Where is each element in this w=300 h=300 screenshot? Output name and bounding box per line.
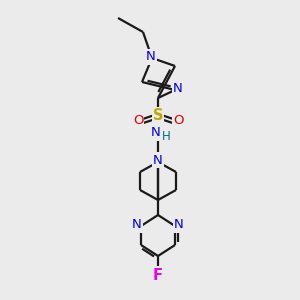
Text: N: N [173,82,183,95]
Text: N: N [146,50,156,64]
Text: S: S [153,109,163,124]
Text: N: N [174,218,184,232]
Text: H: H [162,130,170,142]
Text: N: N [132,218,142,232]
Text: N: N [153,154,163,166]
Text: O: O [133,115,143,128]
Text: F: F [153,268,163,283]
Text: N: N [151,127,161,140]
Text: O: O [173,115,183,128]
